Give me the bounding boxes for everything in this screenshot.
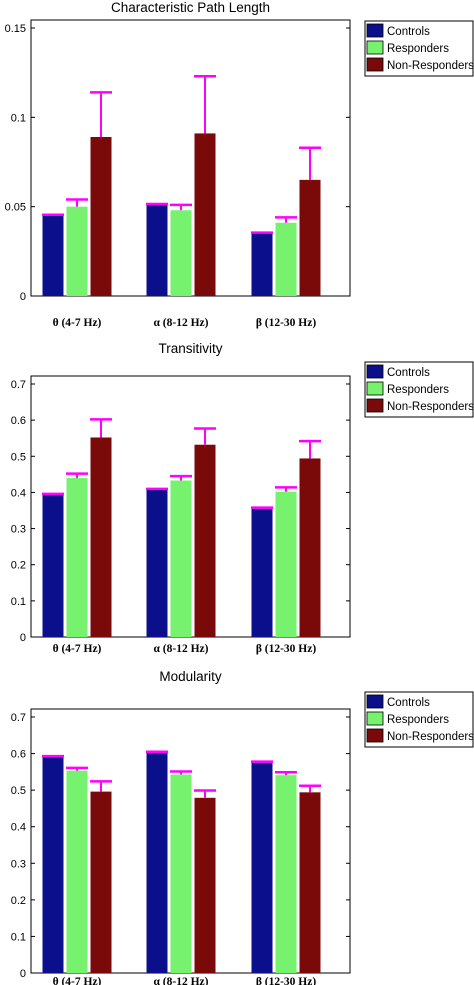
bar-responders-3 xyxy=(275,222,297,296)
bar-controls-3 xyxy=(251,762,273,973)
x-tick-label: θ (4-7 Hz) xyxy=(53,976,102,985)
chart-panel-2: Transitivity 0 0.1 0.2 0.3 0.4 0.5 0.6 0.7 θ (4-7… xyxy=(11,341,474,655)
y-tick-label: 0.4 xyxy=(11,487,26,499)
bar-controls-3 xyxy=(251,508,273,637)
chart-panel-3: Modularity 0 0.1 0.2 0.3 0.4 0.5 0.6 0.7 θ (4-7 H… xyxy=(11,669,474,985)
legend-swatch xyxy=(366,694,384,709)
legend-swatch xyxy=(366,711,384,726)
bar-controls-2 xyxy=(146,204,168,296)
y-tick-label: 0.1 xyxy=(11,931,26,943)
bar-non-responders-1 xyxy=(90,791,112,973)
legend-label: Responders xyxy=(387,43,449,55)
legend-swatch xyxy=(366,398,384,413)
bar-controls-2 xyxy=(146,752,168,973)
chart-title: Modularity xyxy=(159,669,222,684)
chart-title: Transitivity xyxy=(158,341,222,356)
x-tick-label: α (8-12 Hz) xyxy=(154,643,209,655)
bar-controls-2 xyxy=(146,489,168,637)
legend-swatch xyxy=(366,381,384,396)
x-tick-label: β (12-30 Hz) xyxy=(256,317,317,329)
x-tick-label: β (12-30 Hz) xyxy=(256,976,317,985)
bar-responders-1 xyxy=(66,477,88,637)
bar-non-responders-2 xyxy=(194,444,216,637)
legend-label: Responders xyxy=(387,384,449,396)
y-tick-label: 0 xyxy=(20,632,26,644)
legend-label: Controls xyxy=(387,697,430,709)
y-tick-label: 0.7 xyxy=(11,712,26,724)
x-tick-label: θ (4-7 Hz) xyxy=(53,643,102,655)
legend: Controls Responders Non-Responders xyxy=(364,361,474,418)
y-tick-label: 0.05 xyxy=(5,202,26,214)
legend-label: Non-Responders xyxy=(387,731,474,743)
y-tick-label: 0.5 xyxy=(11,785,26,797)
legend: Controls Responders Non-Responders xyxy=(364,20,474,77)
bar-non-responders-3 xyxy=(299,792,321,973)
y-tick-label: 0 xyxy=(20,968,26,980)
legend-swatch xyxy=(366,40,384,55)
bar-non-responders-2 xyxy=(194,797,216,973)
x-tick-label: θ (4-7 Hz) xyxy=(53,317,102,329)
legend-label: Controls xyxy=(387,26,430,38)
legend-label: Responders xyxy=(387,714,449,726)
y-tick-label: 0.3 xyxy=(11,524,26,536)
bar-non-responders-1 xyxy=(90,437,112,637)
y-tick-label: 0.6 xyxy=(11,749,26,761)
bar-controls-1 xyxy=(42,215,64,296)
x-tick-label: α (8-12 Hz) xyxy=(154,976,209,985)
bar-controls-1 xyxy=(42,494,64,637)
bar-responders-1 xyxy=(66,206,88,296)
y-tick-label: 0.1 xyxy=(11,112,26,124)
chart-panel-1: Characteristic Path Length 0 0.05 0.1 0.15 θ … xyxy=(5,0,474,329)
y-tick-label: 0.3 xyxy=(11,858,26,870)
bar-responders-3 xyxy=(275,775,297,973)
legend-swatch xyxy=(366,23,384,38)
bar-responders-1 xyxy=(66,770,88,973)
legend-swatch xyxy=(366,728,384,743)
bar-responders-2 xyxy=(170,774,192,973)
x-tick-label: α (8-12 Hz) xyxy=(154,317,209,329)
bar-responders-2 xyxy=(170,480,192,637)
y-tick-label: 0.6 xyxy=(11,415,26,427)
y-tick-label: 0 xyxy=(20,291,26,303)
chart-title: Characteristic Path Length xyxy=(111,0,270,15)
bar-responders-3 xyxy=(275,491,297,637)
legend: Controls Responders Non-Responders xyxy=(364,691,474,748)
y-tick-label: 0.2 xyxy=(11,895,26,907)
y-tick-label: 0.15 xyxy=(5,23,26,35)
y-tick-label: 0.4 xyxy=(11,822,26,834)
bar-responders-2 xyxy=(170,210,192,296)
y-tick-label: 0.1 xyxy=(11,596,26,608)
y-tick-label: 0.2 xyxy=(11,560,26,572)
bar-non-responders-3 xyxy=(299,179,321,296)
y-tick-label: 0.7 xyxy=(11,379,26,391)
legend-swatch xyxy=(366,364,384,379)
bar-non-responders-3 xyxy=(299,458,321,637)
legend-swatch xyxy=(366,57,384,72)
x-tick-label: β (12-30 Hz) xyxy=(256,643,317,655)
legend-label: Non-Responders xyxy=(387,401,474,413)
legend-label: Controls xyxy=(387,367,430,379)
y-tick-label: 0.5 xyxy=(11,451,26,463)
legend-label: Non-Responders xyxy=(387,60,474,72)
bar-controls-3 xyxy=(251,233,273,296)
bar-controls-1 xyxy=(42,757,64,973)
bar-non-responders-1 xyxy=(90,136,112,296)
bar-non-responders-2 xyxy=(194,133,216,296)
